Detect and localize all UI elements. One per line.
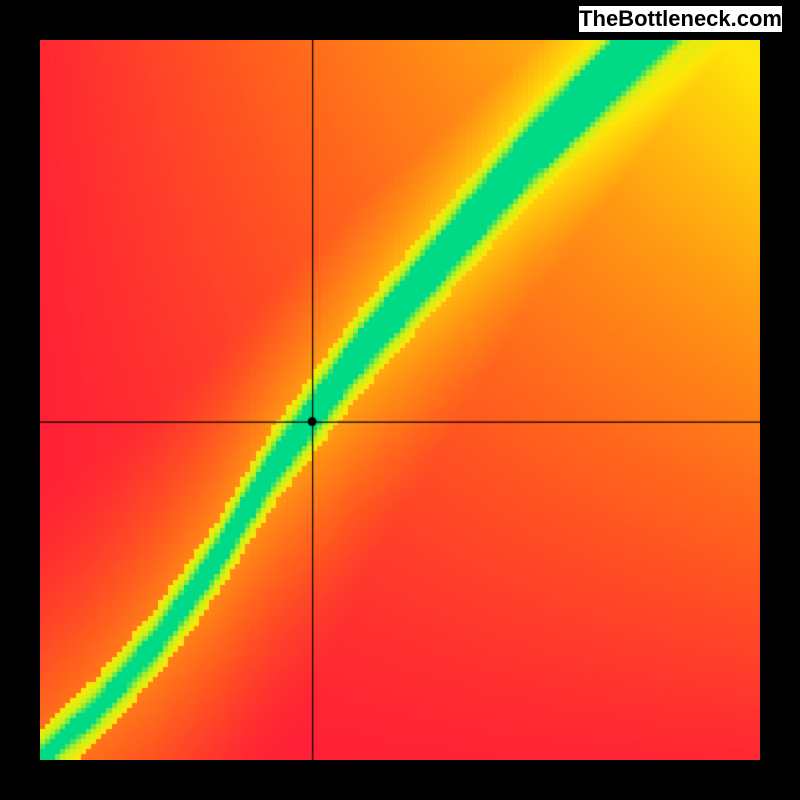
watermark-label: TheBottleneck.com [579, 6, 782, 32]
plot-frame [40, 40, 760, 760]
chart-container: TheBottleneck.com [0, 0, 800, 800]
bottleneck-heatmap [40, 40, 760, 760]
